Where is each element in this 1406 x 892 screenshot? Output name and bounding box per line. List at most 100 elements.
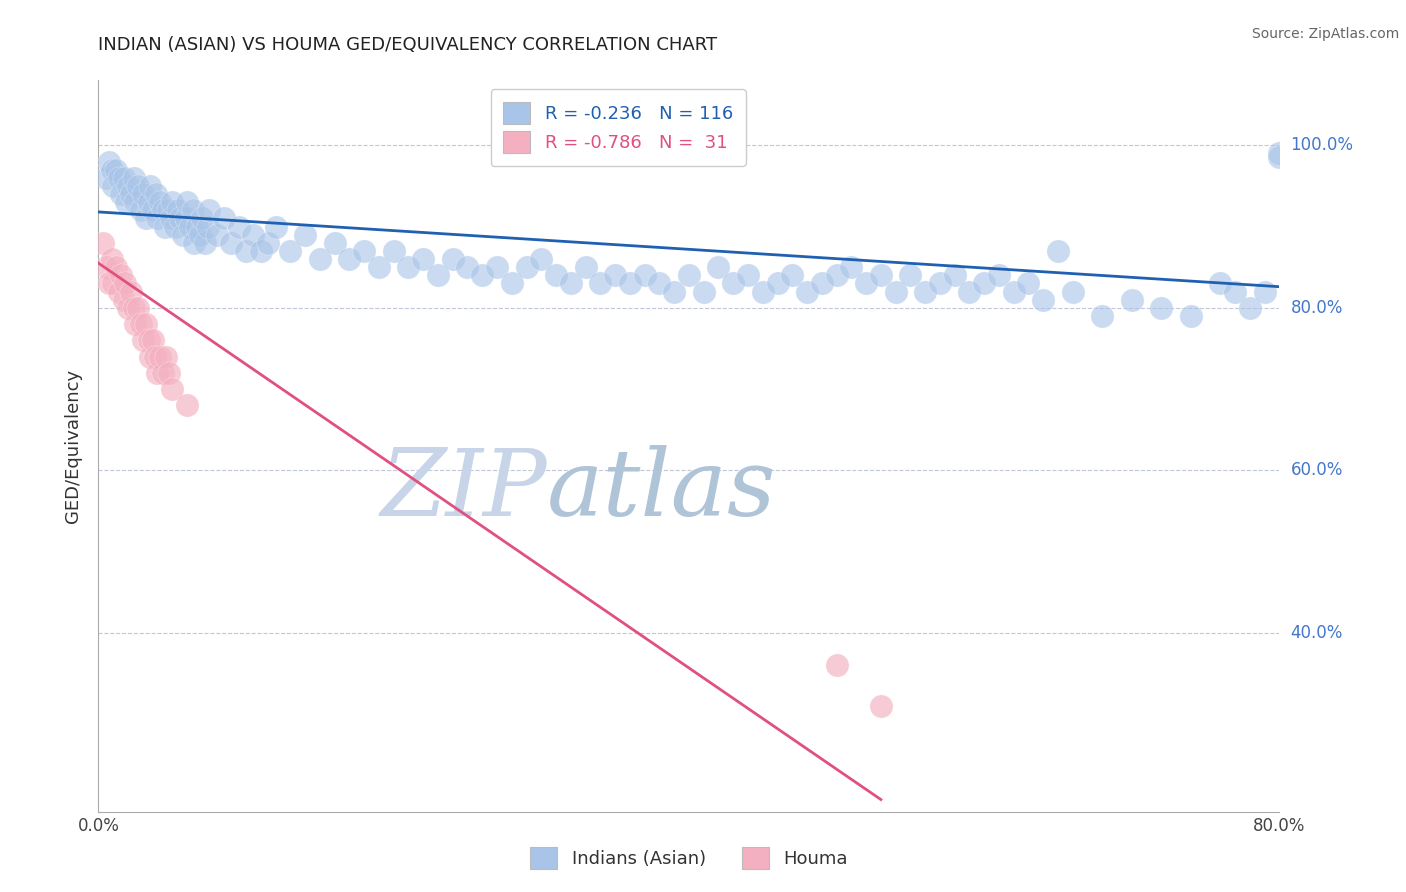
Point	[205, 227, 228, 242]
Point	[110, 268, 132, 283]
Point	[869, 699, 891, 714]
Point	[1239, 301, 1261, 315]
Point	[186, 219, 208, 234]
Text: atlas: atlas	[547, 445, 776, 535]
Point	[198, 203, 221, 218]
Point	[139, 350, 162, 364]
Point	[162, 195, 183, 210]
Point	[103, 277, 125, 291]
Text: Source: ZipAtlas.com: Source: ZipAtlas.com	[1251, 27, 1399, 41]
Point	[153, 219, 176, 234]
Point	[1268, 146, 1291, 161]
Point	[152, 366, 174, 380]
Point	[751, 285, 773, 299]
Point	[737, 268, 759, 283]
Point	[172, 227, 194, 242]
Point	[693, 285, 716, 299]
Text: ZIP: ZIP	[381, 445, 547, 535]
Point	[278, 244, 302, 258]
Point	[129, 203, 152, 218]
Point	[810, 277, 832, 291]
Point	[139, 178, 162, 193]
Text: INDIAN (ASIAN) VS HOUMA GED/EQUIVALENCY CORRELATION CHART: INDIAN (ASIAN) VS HOUMA GED/EQUIVALENCY …	[98, 36, 717, 54]
Point	[1209, 277, 1232, 291]
Point	[129, 317, 152, 331]
Point	[412, 252, 434, 266]
Point	[250, 244, 273, 258]
Point	[124, 317, 146, 331]
Point	[633, 268, 655, 283]
Point	[176, 195, 198, 210]
Point	[648, 277, 671, 291]
Point	[97, 154, 120, 169]
Point	[943, 268, 966, 283]
Point	[135, 211, 157, 226]
Point	[91, 235, 114, 250]
Point	[228, 219, 250, 234]
Point	[766, 277, 789, 291]
Point	[188, 227, 211, 242]
Point	[486, 260, 509, 275]
Point	[94, 170, 117, 185]
Point	[574, 260, 596, 275]
Point	[501, 277, 523, 291]
Point	[368, 260, 391, 275]
Point	[242, 227, 264, 242]
Point	[1121, 293, 1143, 307]
Point	[1032, 293, 1054, 307]
Point	[619, 277, 641, 291]
Point	[120, 285, 142, 299]
Point	[167, 203, 190, 218]
Point	[142, 203, 165, 218]
Point	[309, 252, 332, 266]
Point	[145, 187, 167, 202]
Point	[294, 227, 316, 242]
Point	[179, 219, 201, 234]
Point	[122, 301, 145, 315]
Text: 80.0%: 80.0%	[1291, 299, 1343, 317]
Point	[1002, 285, 1025, 299]
Point	[155, 350, 177, 364]
Point	[112, 293, 135, 307]
Point	[1062, 285, 1084, 299]
Point	[928, 277, 950, 291]
Point	[105, 260, 128, 275]
Point	[169, 211, 191, 226]
Point	[143, 350, 166, 364]
Point	[1150, 301, 1173, 315]
Point	[117, 178, 139, 193]
Point	[257, 235, 280, 250]
Point	[471, 268, 494, 283]
Point	[146, 366, 169, 380]
Point	[560, 277, 582, 291]
Text: 100.0%: 100.0%	[1291, 136, 1354, 154]
Point	[855, 277, 877, 291]
Point	[194, 235, 217, 250]
Point	[114, 277, 136, 291]
Point	[456, 260, 478, 275]
Point	[544, 268, 567, 283]
Point	[149, 195, 172, 210]
Point	[191, 211, 214, 226]
Point	[515, 260, 537, 275]
Point	[973, 277, 995, 291]
Point	[825, 268, 848, 283]
Point	[914, 285, 936, 299]
Point	[589, 277, 612, 291]
Point	[149, 350, 172, 364]
Point	[142, 334, 165, 348]
Point	[103, 178, 125, 193]
Point	[1268, 151, 1291, 165]
Point	[181, 203, 204, 218]
Point	[212, 211, 235, 226]
Point	[382, 244, 405, 258]
Point	[219, 235, 242, 250]
Point	[839, 260, 862, 275]
Point	[146, 211, 169, 226]
Point	[678, 268, 700, 283]
Point	[132, 334, 155, 348]
Point	[174, 211, 197, 226]
Point	[605, 268, 627, 283]
Point	[152, 203, 174, 218]
Point	[664, 285, 686, 299]
